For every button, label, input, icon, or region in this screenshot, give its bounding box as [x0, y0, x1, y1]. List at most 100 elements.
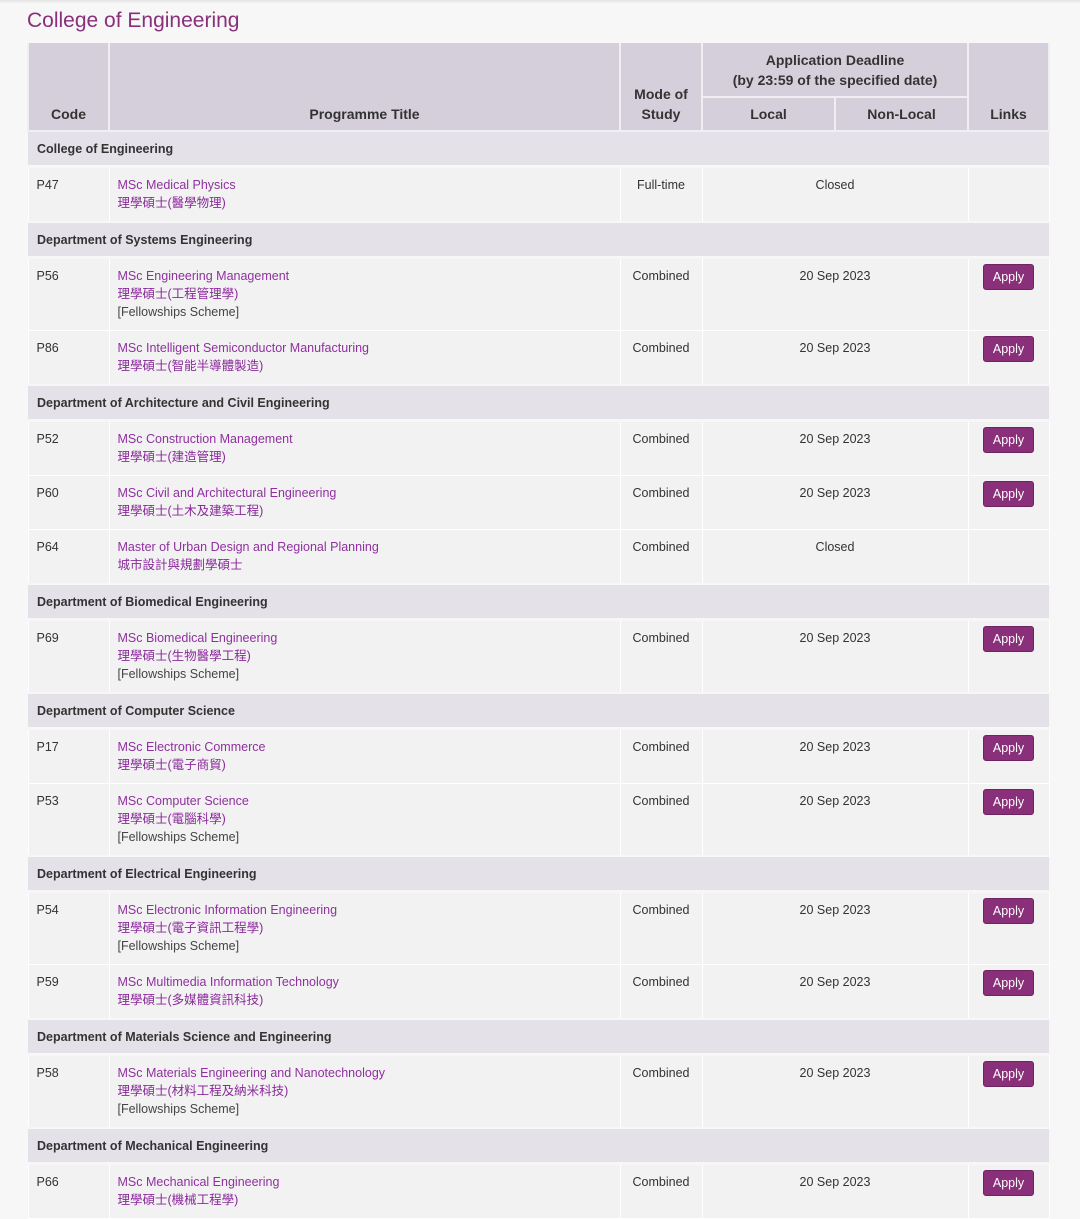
programme-title-zh-link[interactable]: 理學碩士(工程管理學) — [117, 287, 239, 301]
programme-title-zh-link[interactable]: 理學碩士(電腦科學) — [117, 812, 226, 826]
application-deadline: 20 Sep 2023 — [701, 257, 969, 331]
mode-of-study: Combined — [619, 1163, 703, 1219]
programme-title-zh-link[interactable]: 城市設計與規劃學碩士 — [117, 558, 243, 572]
programme-title-zh-link[interactable]: 理學碩士(材料工程及納米科技) — [117, 1084, 289, 1098]
programme-code: P47 — [27, 166, 110, 223]
header-links: Links — [967, 43, 1051, 132]
fellowship-note: [Fellowships Scheme] — [117, 830, 240, 844]
apply-button[interactable]: Apply — [982, 1061, 1035, 1087]
programme-title-zh-link[interactable]: 理學碩士(生物醫學工程) — [117, 649, 251, 663]
programme-code: P54 — [27, 891, 110, 965]
apply-button[interactable]: Apply — [982, 481, 1035, 507]
apply-button[interactable]: Apply — [982, 970, 1035, 996]
programme-title-cell: MSc Civil and Architectural Engineering 理… — [108, 475, 621, 530]
programme-title-en-link[interactable]: MSc Multimedia Information Technology — [117, 975, 339, 989]
programme-title-en-link[interactable]: MSc Civil and Architectural Engineering — [117, 486, 337, 500]
apply-button[interactable]: Apply — [982, 789, 1035, 815]
table-header: Code Programme Title Mode of Study Appli… — [27, 43, 1051, 132]
table-row: P47 MSc Medical Physics 理學碩士(醫學物理) Full-tim… — [27, 166, 1050, 223]
group-name: College of Engineering — [28, 130, 1050, 168]
links-cell: Apply — [967, 728, 1050, 784]
programme-title-zh-link[interactable]: 理學碩士(多媒體資訊科技) — [117, 993, 264, 1007]
apply-button[interactable]: Apply — [982, 898, 1035, 924]
programme-code: P86 — [27, 330, 110, 386]
table-body: College of Engineering P47 MSc Medical Phy… — [27, 130, 1050, 1219]
links-cell: Apply — [967, 420, 1050, 476]
programme-title-zh-link[interactable]: 理學碩士(電子資訊工程學) — [117, 921, 264, 935]
programme-title-en-link[interactable]: Master of Urban Design and Regional Plan… — [117, 540, 379, 554]
programme-title-cell: MSc Construction Management 理學碩士(建造管理) — [108, 420, 621, 476]
programme-title-zh-link[interactable]: 理學碩士(電子商貿) — [117, 758, 226, 772]
links-cell: Apply — [967, 891, 1050, 965]
links-cell: Apply — [967, 1163, 1050, 1219]
header-mode-label: Mode of Study — [634, 86, 688, 122]
programme-title-en-link[interactable]: MSc Computer Science — [117, 794, 249, 808]
apply-button[interactable]: Apply — [982, 336, 1035, 362]
programme-title-cell: MSc Mechanical Engineering 理學碩士(機械工程學) — [108, 1163, 621, 1219]
header-non-local: Non-Local — [833, 97, 970, 132]
programme-title-zh-link[interactable]: 理學碩士(土木及建築工程) — [117, 504, 264, 518]
mode-of-study: Combined — [619, 257, 703, 331]
programmes-table: Code Programme Title Mode of Study Appli… — [27, 43, 1051, 1219]
programme-title-zh-link[interactable]: 理學碩士(智能半導體製造) — [117, 359, 264, 373]
application-deadline: 20 Sep 2023 — [701, 420, 969, 476]
links-cell — [967, 529, 1050, 585]
apply-button[interactable]: Apply — [982, 264, 1035, 290]
programme-title-en-link[interactable]: MSc Construction Management — [117, 432, 293, 446]
fellowship-note: [Fellowships Scheme] — [117, 939, 240, 953]
apply-button[interactable]: Apply — [982, 735, 1035, 761]
table-row: P52 MSc Construction Management 理學碩士(建造管理)… — [27, 420, 1050, 476]
application-deadline: 20 Sep 2023 — [701, 783, 969, 857]
links-cell: Apply — [967, 783, 1050, 857]
group-name: Department of Computer Science — [28, 692, 1050, 730]
table-row: P59 MSc Multimedia Information Technology… — [27, 964, 1050, 1020]
programme-code: P56 — [27, 257, 110, 331]
page-title: College of Engineering — [27, 9, 240, 32]
apply-button[interactable]: Apply — [982, 1170, 1035, 1196]
group-row: Department of Mechanical Engineering — [28, 1127, 1050, 1165]
programme-title-cell: MSc Materials Engineering and Nanotechno… — [108, 1054, 621, 1129]
programme-code: P60 — [27, 475, 110, 530]
programme-title-cell: Master of Urban Design and Regional Plan… — [108, 529, 621, 585]
group-name: Department of Materials Science and Engi… — [28, 1018, 1050, 1056]
links-cell — [967, 166, 1050, 223]
programme-title-zh-link[interactable]: 理學碩士(醫學物理) — [117, 196, 226, 210]
programme-title-en-link[interactable]: MSc Engineering Management — [117, 269, 290, 283]
mode-of-study: Combined — [619, 330, 703, 386]
apply-button[interactable]: Apply — [982, 427, 1035, 453]
table-row: P17 MSc Electronic Commerce 理學碩士(電子商貿) Comb… — [27, 728, 1050, 784]
programme-code: P58 — [27, 1054, 110, 1129]
application-deadline: 20 Sep 2023 — [701, 1054, 969, 1129]
programme-code: P66 — [27, 1163, 110, 1219]
programme-title-en-link[interactable]: MSc Medical Physics — [117, 178, 236, 192]
application-deadline: Closed — [701, 529, 969, 585]
mode-of-study: Combined — [619, 783, 703, 857]
header-deadline-label: Application Deadline — [765, 51, 905, 68]
programme-title-cell: MSc Computer Science 理學碩士(電腦科學) [Fellowshi… — [108, 783, 621, 857]
apply-button[interactable]: Apply — [982, 626, 1035, 652]
mode-of-study: Combined — [619, 964, 703, 1020]
application-deadline: 20 Sep 2023 — [701, 330, 969, 386]
programme-title-en-link[interactable]: MSc Mechanical Engineering — [117, 1175, 280, 1189]
mode-of-study: Combined — [619, 619, 703, 694]
group-name: Department of Architecture and Civil Eng… — [28, 384, 1050, 422]
programme-code: P59 — [27, 964, 110, 1020]
table-row: P60 MSc Civil and Architectural Engineeri… — [27, 475, 1050, 530]
programme-title-en-link[interactable]: MSc Electronic Information Engineering — [117, 903, 338, 917]
header-application-deadline: Application Deadline (by 23:59 of the sp… — [700, 43, 970, 98]
table-row: P86 MSc Intelligent Semiconductor Manufac… — [27, 330, 1050, 386]
programme-title-en-link[interactable]: MSc Biomedical Engineering — [117, 631, 278, 645]
group-name: Department of Electrical Engineering — [28, 855, 1050, 893]
mode-of-study: Combined — [619, 475, 703, 530]
programme-code: P64 — [27, 529, 110, 585]
programme-title-cell: MSc Electronic Information Engineering 理學… — [108, 891, 621, 965]
programme-title-en-link[interactable]: MSc Intelligent Semiconductor Manufactur… — [117, 341, 370, 355]
header-code: Code — [27, 43, 110, 132]
programme-title-en-link[interactable]: MSc Electronic Commerce — [117, 740, 266, 754]
programme-title-zh-link[interactable]: 理學碩士(機械工程學) — [117, 1193, 239, 1207]
programme-title-zh-link[interactable]: 理學碩士(建造管理) — [117, 450, 226, 464]
programme-code: P69 — [27, 619, 110, 694]
table-row: P69 MSc Biomedical Engineering 理學碩士(生物醫學工程… — [27, 619, 1050, 694]
programme-title-en-link[interactable]: MSc Materials Engineering and Nanotechno… — [117, 1066, 386, 1080]
mode-of-study: Combined — [619, 420, 703, 476]
